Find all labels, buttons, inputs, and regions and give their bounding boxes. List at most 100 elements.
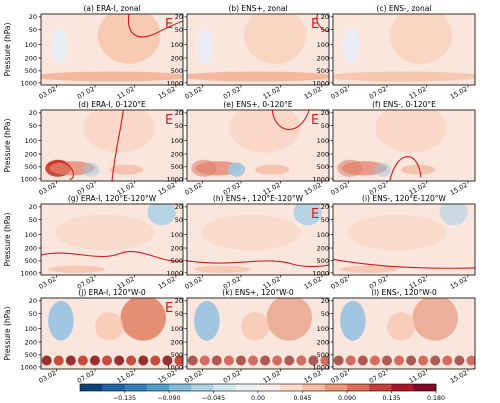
y-tick-label: 100 — [25, 325, 37, 333]
y-tick-label: 200 — [171, 150, 183, 158]
y-tick-label: 200 — [171, 338, 183, 346]
panel-frame — [186, 203, 330, 276]
x-tick-label: 03.02 — [38, 181, 58, 197]
panel-title: (b) ENS+, zonal — [228, 4, 287, 13]
colorbar-swatch — [369, 384, 392, 391]
x-tick-label: 15.02 — [449, 85, 469, 101]
x-tick-label: 03.02 — [330, 369, 350, 385]
field-fill — [187, 110, 329, 181]
y-tick-label: 20 — [175, 203, 183, 211]
x-tick-label: 15.02 — [449, 275, 469, 291]
surface-anomaly-cell — [454, 355, 465, 366]
y-tick-label: 200 — [171, 244, 183, 252]
colorbar-swatch — [146, 384, 170, 391]
surface-anomaly-cell — [260, 355, 271, 366]
surface-anomaly-cell — [150, 355, 161, 366]
anomaly-patch — [347, 214, 447, 251]
panel-frame — [186, 13, 330, 86]
x-tick-label: 03.02 — [330, 85, 350, 101]
y-tick-label: 200 — [317, 150, 329, 158]
surface-anomaly-cell — [357, 355, 368, 366]
y-axis-label: Pressure (hPa) — [3, 307, 12, 361]
anomaly-patch — [48, 265, 105, 273]
x-tick-label: 03.02 — [38, 85, 58, 101]
colorbar-swatch — [391, 384, 415, 391]
y-tick-label: 1000 — [20, 269, 37, 277]
anomaly-patch — [374, 162, 392, 177]
y-tick-label: 1000 — [166, 79, 183, 87]
y-tick-label: 50 — [29, 216, 37, 224]
panel-frame — [40, 109, 184, 182]
colorbar-tick-label: −0.090 — [157, 395, 180, 402]
y-tick-label: 1000 — [166, 175, 183, 183]
anomaly-patch — [340, 265, 397, 273]
panel-frame — [186, 297, 330, 370]
y-tick-label: 1000 — [312, 363, 329, 371]
field-fill — [333, 110, 475, 181]
easterly-marker: E — [165, 301, 173, 316]
y-tick-label: 100 — [317, 325, 329, 333]
anomaly-patch — [229, 110, 301, 153]
colorbar-tick-label: 0.180 — [427, 395, 445, 402]
anomaly-patch — [340, 300, 366, 341]
zero-wind-contour — [333, 258, 475, 269]
y-tick-label: 100 — [25, 231, 37, 239]
colorbar: −0.135 −0.090 −0.045 0.00 0.045 0.090 0.135 0.1… — [79, 383, 445, 402]
x-tick-label: 11.02 — [116, 85, 136, 101]
surface-anomaly-cell — [284, 355, 295, 366]
panel-title: (j) ERA-I, 120°W-0 — [78, 288, 146, 297]
anomaly-patch — [240, 312, 270, 341]
y-tick-label: 50 — [175, 310, 183, 318]
y-tick-label: 20 — [321, 203, 329, 211]
y-tick-label: 500 — [171, 257, 183, 265]
anomaly-patch — [120, 298, 166, 341]
panel-title: (f) ENS-, 0-120°E — [372, 100, 436, 109]
colorbar-swatch — [102, 384, 125, 391]
surface-anomaly-cell — [102, 355, 113, 366]
x-tick-label: 07.02 — [222, 369, 242, 385]
surface-anomaly-cell — [418, 355, 429, 366]
anomaly-patch — [386, 312, 416, 341]
anomaly-patch — [50, 28, 68, 64]
y-tick-label: 50 — [175, 216, 183, 224]
anomaly-patch — [228, 162, 246, 177]
y-tick-label: 200 — [317, 54, 329, 62]
x-tick-label: 11.02 — [408, 85, 428, 101]
y-tick-label: 1000 — [312, 269, 329, 277]
anomaly-patch — [243, 14, 307, 64]
colorbar-swatch — [169, 384, 192, 391]
anomaly-patch — [82, 162, 100, 177]
colorbar-swatch — [213, 384, 237, 391]
field-fill — [41, 14, 183, 85]
y-tick-label: 20 — [175, 297, 183, 305]
y-tick-label: 500 — [317, 351, 329, 359]
field-fill — [41, 298, 183, 369]
y-tick-label: 200 — [317, 244, 329, 252]
panel-title: (d) ERA-I, 0-120°E — [78, 100, 146, 109]
zero-wind-contour — [187, 260, 329, 268]
surface-anomaly-cell — [320, 355, 329, 366]
surface-anomaly-cell — [126, 355, 137, 366]
surface-anomaly-cell — [53, 355, 64, 366]
anomaly-patch — [401, 164, 436, 175]
y-tick-label: 500 — [171, 67, 183, 75]
colorbar-swatch — [191, 384, 214, 391]
y-tick-label: 1000 — [312, 175, 329, 183]
colorbar-swatch — [280, 384, 303, 391]
x-tick-label: 15.02 — [449, 369, 469, 385]
zero-wind-contour — [389, 156, 422, 181]
surface-anomaly-cell — [199, 355, 210, 366]
colorbar-swatch — [124, 384, 148, 391]
colorbar-swatch — [302, 384, 326, 391]
y-tick-label: 500 — [171, 351, 183, 359]
y-tick-label: 100 — [317, 231, 329, 239]
surface-anomaly-cell — [41, 355, 52, 366]
panel: (i) ENS-, 120°E-120°W 20 50 100 200 500 100003… — [312, 194, 476, 291]
y-tick-label: 1000 — [20, 363, 37, 371]
y-tick-label: 100 — [317, 41, 329, 49]
anomaly-patch — [97, 14, 161, 64]
anomaly-patch — [187, 71, 329, 82]
